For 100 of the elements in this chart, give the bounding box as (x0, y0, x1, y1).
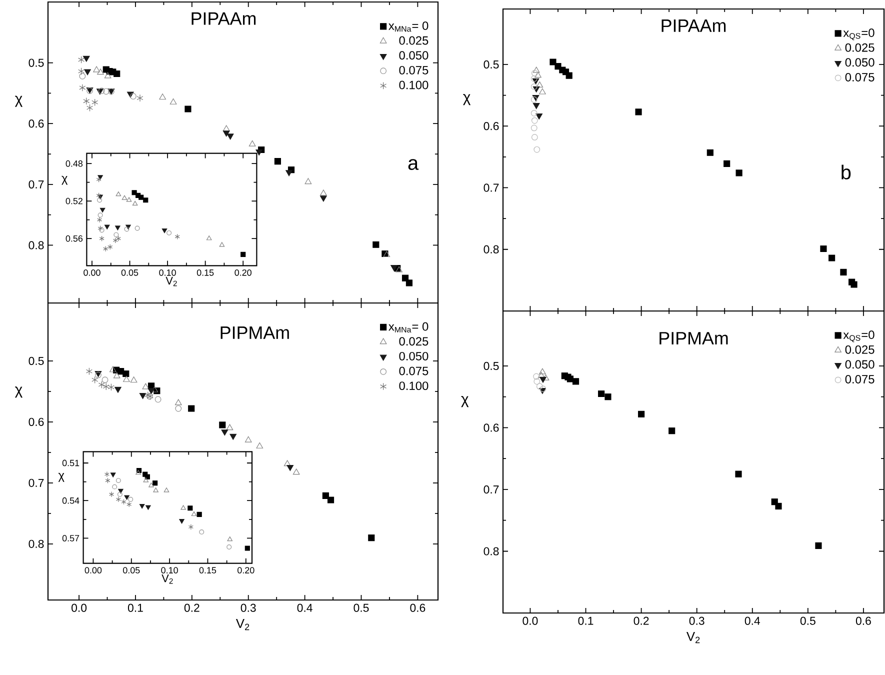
point (102, 382, 110, 390)
text: PIPMAm (660, 332, 728, 344)
x-tick-label: 0.05 (123, 567, 140, 574)
point (134, 226, 140, 231)
y-axis-title: χ (62, 176, 68, 185)
point (724, 160, 730, 167)
y-tick-label: 0.7 (28, 180, 44, 188)
point (532, 66, 540, 73)
point (104, 471, 110, 478)
point (604, 394, 612, 400)
point (538, 372, 545, 378)
point (98, 381, 105, 388)
point (284, 460, 291, 466)
x-tick-label: 0.05 (121, 269, 138, 276)
chart-title: PIPAAm (192, 12, 256, 25)
point (530, 83, 538, 90)
point (128, 496, 134, 502)
point (99, 236, 104, 242)
point (139, 392, 146, 399)
point (104, 72, 112, 78)
point (92, 98, 98, 106)
x-tick-label: 0.5 (800, 616, 816, 625)
point (139, 504, 145, 509)
point (148, 482, 154, 488)
x-tick-label: 0.15 (199, 567, 216, 574)
point (226, 424, 234, 430)
point (327, 496, 334, 504)
legend-label: x$_{MNa}$= 0 (388, 21, 428, 32)
point (78, 68, 85, 76)
point (98, 212, 103, 218)
point (97, 198, 102, 203)
x-tick-label: 0.10 (161, 567, 178, 574)
point (130, 376, 138, 383)
point (775, 502, 782, 510)
point (98, 225, 103, 232)
point (534, 146, 540, 153)
point (136, 94, 144, 102)
point (199, 529, 204, 534)
y-tick-label: 0.6 (28, 120, 44, 128)
chart-title: PIPAAm (662, 19, 726, 32)
point (116, 192, 122, 196)
point (103, 246, 108, 252)
point (219, 242, 225, 247)
y-tick-label: 0.51 (62, 460, 80, 466)
point (97, 216, 102, 223)
point (153, 488, 158, 492)
y-tick-label: 0.7 (28, 478, 44, 487)
x-tick-label: 0.0 (522, 616, 538, 625)
y-axis-title: χ (463, 94, 471, 106)
point (136, 470, 141, 475)
point (706, 149, 714, 156)
x-tick-label: 0.5 (354, 604, 369, 612)
point (531, 117, 538, 124)
y-tick-label: 0.8 (484, 547, 499, 556)
point (142, 383, 150, 390)
point (635, 108, 642, 116)
point (86, 368, 92, 375)
point (164, 488, 170, 492)
point (536, 82, 544, 88)
legend-label: 0.100 (399, 80, 428, 90)
y-axis-title: χ (58, 472, 64, 482)
legend-label: 0.100 (399, 382, 428, 390)
point (126, 502, 132, 508)
point (143, 478, 149, 482)
point (114, 386, 122, 393)
point (78, 56, 85, 64)
point (152, 480, 158, 486)
point (123, 376, 130, 382)
legend-label: 0.050 (845, 360, 874, 369)
x-tick-label: 0.20 (238, 567, 254, 574)
point (115, 226, 120, 230)
point (531, 134, 538, 140)
y-tick-label: 0.5 (28, 58, 44, 67)
point (180, 505, 186, 510)
point (159, 94, 166, 100)
point (230, 434, 237, 440)
point (566, 72, 572, 79)
y-tick-label: 0.56 (66, 235, 83, 242)
point (536, 114, 543, 120)
x-axis-title: V$_{2}$ (162, 574, 173, 584)
legend-label: 0.025 (399, 337, 428, 346)
point (828, 254, 836, 262)
point (256, 442, 264, 448)
point (530, 110, 538, 116)
point (116, 478, 121, 484)
point (222, 125, 230, 132)
point (222, 130, 230, 137)
point (668, 428, 676, 434)
x-tick-label: 0.2 (184, 604, 200, 612)
annotation: a (408, 159, 419, 170)
point (244, 436, 252, 442)
y-tick-label: 0.8 (28, 241, 44, 250)
point (124, 495, 130, 500)
point (530, 124, 538, 132)
point (148, 388, 155, 394)
x-tick-label: 0.3 (689, 616, 704, 625)
y-tick-label: 0.52 (66, 198, 82, 204)
legend-label: x$_{QS}$=0 (843, 330, 874, 342)
point (138, 194, 144, 200)
point (82, 56, 90, 62)
